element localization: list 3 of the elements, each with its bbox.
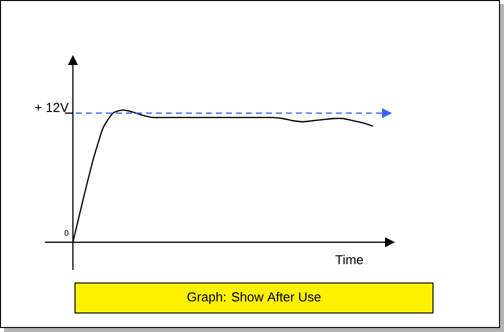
text: Graph: Show After Use [187, 292, 321, 304]
ref-line-label: + 12V [35, 102, 69, 112]
x-axis-title: Time [335, 254, 363, 264]
